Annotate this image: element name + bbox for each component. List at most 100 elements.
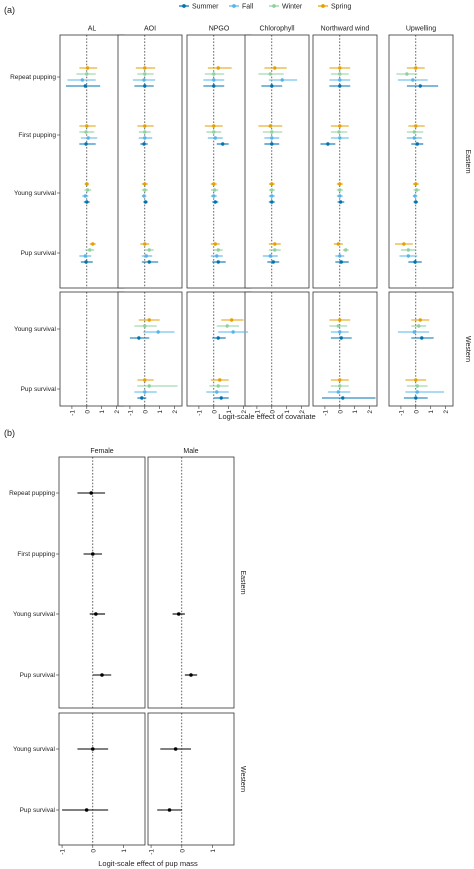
x-tick-label: -1 (149, 849, 156, 855)
x-tick-label: -1 (60, 849, 67, 855)
estimate-point-fall (142, 78, 146, 82)
estimate-point-fall (215, 390, 219, 394)
estimate-point-fall (212, 78, 216, 82)
estimate-point-spring (213, 242, 217, 246)
estimate-point-female (100, 673, 104, 677)
row-label-young-survival: Young survival (14, 326, 57, 333)
estimate-point-female (90, 747, 95, 751)
estimate-point-winter (412, 130, 417, 134)
legend-key-dot-winter (272, 4, 276, 8)
facet-frame-female-eastern (58, 456, 146, 709)
row-label-young-survival: Young survival (13, 746, 56, 753)
estimate-point-spring (414, 124, 418, 128)
estimate-point-winter (143, 324, 147, 328)
panel-b: (b) Logit-scale effect of pup mass Femal… (4, 428, 246, 868)
estimate-point-winter (406, 248, 411, 252)
strip-bg-npgo (187, 22, 251, 33)
legend: Summer Fall Winter Spring (179, 4, 351, 11)
estimate-point-summer (216, 260, 220, 264)
estimate-point-male (189, 673, 193, 677)
x-tick-label: 0 (179, 849, 186, 853)
column-header-upwelling: Upwelling (406, 26, 436, 33)
estimate-point-fall (212, 194, 216, 198)
facet-frame-northward-wind-eastern (312, 34, 378, 289)
column-header-al: AL (88, 26, 97, 33)
facet-frame-chlorophyll-eastern (244, 34, 310, 289)
x-tick-label: -1 (322, 410, 329, 416)
estimate-point-fall (270, 136, 274, 140)
estimate-point-female (84, 808, 89, 812)
column-header-aoi: AOI (144, 26, 156, 33)
x-tick-label: 0 (413, 410, 420, 414)
estimate-point-spring (270, 182, 274, 186)
x-tick-label: -1 (196, 410, 203, 416)
column-header-female: Female (90, 448, 113, 455)
estimate-point-fall (412, 136, 417, 140)
legend-label-winter: Winter (282, 4, 303, 11)
x-tick-label: 1 (284, 410, 291, 414)
estimate-point-winter (216, 384, 220, 388)
estimate-point-spring (218, 378, 222, 382)
estimate-point-winter (415, 384, 419, 388)
estimate-point-summer (84, 142, 88, 146)
estimate-point-summer (213, 200, 217, 204)
x-tick-label: 1 (210, 849, 217, 853)
region-label-eastern: Eastern (464, 149, 471, 173)
legend-key-dot-spring (321, 4, 325, 8)
estimate-point-fall (83, 194, 88, 198)
estimate-point-spring (229, 318, 234, 322)
estimate-point-winter (88, 248, 92, 252)
estimate-point-summer (415, 142, 419, 146)
estimate-point-winter (270, 130, 274, 134)
column-header-northward-wind: Northward wind (321, 26, 370, 33)
estimate-point-spring (338, 378, 342, 382)
panel-a-label: (a) (4, 5, 15, 15)
estimate-point-summer (137, 336, 141, 340)
x-tick-label: 0 (269, 410, 276, 414)
estimate-point-fall (215, 254, 219, 258)
estimate-point-male (176, 612, 181, 616)
estimate-point-winter (143, 72, 147, 76)
estimate-point-spring (414, 66, 418, 70)
estimate-point-summer (84, 260, 88, 264)
facet-frame-male-western (147, 712, 235, 846)
estimate-point-winter (212, 72, 216, 76)
estimate-point-winter (84, 130, 88, 134)
estimate-point-summer (270, 142, 274, 146)
row-label-young-survival: Young survival (13, 611, 56, 618)
estimate-point-fall (142, 194, 146, 198)
estimate-point-spring (338, 66, 342, 70)
panel-a: (a) Summer Fall Winter Spring Logit-scale e… (4, 4, 471, 422)
x-tick-label: 2 (299, 410, 306, 414)
estimate-point-spring (273, 242, 277, 246)
facet-frame-upwelling-western (388, 291, 454, 407)
estimate-point-spring (338, 318, 342, 322)
x-tick-label: 0 (211, 410, 218, 414)
strip-bg-upwelling (389, 22, 453, 33)
legend-key-dot-fall (232, 4, 236, 8)
strip-bg-chlorophyll (245, 22, 309, 33)
estimate-point-spring (85, 182, 89, 186)
estimate-point-winter (338, 188, 342, 192)
estimate-point-fall (143, 136, 147, 140)
estimate-point-summer (413, 260, 417, 264)
estimate-point-winter (143, 130, 147, 134)
estimate-point-summer (341, 396, 345, 400)
legend-label-spring: Spring (331, 4, 351, 11)
estimate-point-spring (338, 182, 342, 186)
estimate-point-winter (337, 130, 341, 134)
estimate-point-summer (143, 200, 148, 204)
facet-frame-male-eastern (147, 456, 235, 709)
estimate-point-spring (143, 182, 147, 186)
panel-b-x-axis-title: Logit-scale effect of pup mass (98, 859, 198, 868)
estimate-point-fall (338, 136, 342, 140)
estimate-point-summer (414, 396, 418, 400)
row-label-pup-survival: Pup survival (21, 250, 57, 257)
legend-label-fall: Fall (242, 4, 254, 11)
estimate-point-spring (268, 124, 273, 128)
strip-bg-al (60, 22, 124, 33)
estimate-point-summer (221, 142, 225, 146)
estimate-point-spring (143, 124, 147, 128)
facet-frame-al-eastern (59, 34, 125, 289)
estimate-point-fall (338, 194, 342, 198)
